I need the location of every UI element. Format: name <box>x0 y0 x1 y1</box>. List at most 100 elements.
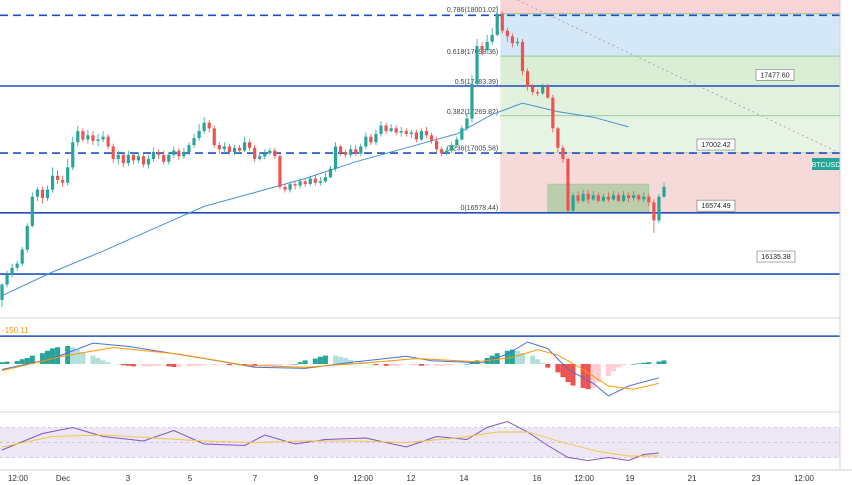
macd-histogram-bar <box>211 364 217 366</box>
macd-histogram-bar <box>146 364 152 367</box>
level-label-box <box>755 69 795 81</box>
macd-histogram-bar <box>363 362 369 364</box>
candle-body <box>10 267 14 275</box>
candle-body <box>146 159 151 165</box>
macd-histogram-bar <box>555 364 561 373</box>
candle-body <box>581 193 585 201</box>
candle-body <box>384 125 388 132</box>
macd-histogram-bar <box>580 364 586 388</box>
macd-histogram-bar <box>95 358 101 364</box>
candle-body <box>601 196 605 201</box>
macd-histogram-bar <box>130 364 136 367</box>
macd-histogram-bar <box>44 350 50 364</box>
x-tick-label: 14 <box>460 474 469 483</box>
macd-histogram-bar <box>317 356 323 364</box>
candle-body <box>308 178 312 185</box>
candle-body <box>349 149 353 155</box>
macd-histogram-bar <box>631 364 637 365</box>
candle-body <box>162 154 166 162</box>
fib-zone <box>500 86 840 116</box>
candle-body <box>561 147 565 159</box>
candle-body <box>520 41 525 72</box>
macd-histogram-bar <box>605 364 611 376</box>
candle-body <box>369 136 373 143</box>
candle-body <box>116 154 120 159</box>
level-label-box <box>756 250 796 263</box>
macd-histogram-bar <box>641 362 647 364</box>
candle-body <box>470 83 474 119</box>
macd-histogram-bar <box>140 364 146 367</box>
candle-body <box>141 156 146 165</box>
candle-body <box>328 168 333 178</box>
macd-histogram-bar <box>100 360 106 364</box>
candle-body <box>647 196 651 203</box>
candle-body <box>45 189 50 199</box>
macd-histogram-bar <box>570 364 576 386</box>
candle-body <box>536 92 540 94</box>
x-tick-label: 9 <box>314 474 319 483</box>
level-label-box <box>696 138 736 151</box>
fib-zone-top <box>500 0 840 14</box>
candle-body <box>283 186 287 190</box>
macd-histogram-bar <box>413 364 419 366</box>
candle-body <box>429 135 434 141</box>
candle-body <box>485 41 489 51</box>
macd-histogram-bar <box>80 352 86 364</box>
macd-histogram-bar <box>656 361 662 364</box>
fib-zone <box>500 13 840 57</box>
level-label: 17477.60 <box>760 72 789 79</box>
macd-histogram-bar <box>520 353 526 364</box>
macd-histogram-bar <box>322 355 328 364</box>
macd-histogram-bar <box>226 364 232 366</box>
macd-histogram-bar <box>312 358 318 364</box>
candle-body <box>525 71 530 87</box>
candle-body <box>242 142 247 151</box>
candle-body <box>414 132 418 140</box>
candle-body <box>71 142 75 168</box>
candle-body <box>66 167 70 183</box>
candle-body <box>359 146 363 154</box>
candle-body <box>273 150 277 157</box>
macd-histogram-bar <box>585 364 591 390</box>
macd-histogram-bar <box>302 360 308 364</box>
macd-histogram-bar <box>191 364 197 366</box>
x-tick-label: 12:00 <box>8 474 29 483</box>
macd-histogram-bar <box>90 355 96 364</box>
x-tick-label: 12:00 <box>574 474 595 483</box>
macd-histogram-bar <box>464 364 470 365</box>
candle-body <box>76 131 80 143</box>
candle-body <box>364 136 368 147</box>
candle-body <box>500 13 504 31</box>
candle-body <box>419 131 424 140</box>
level-label: 16135.38 <box>761 254 790 261</box>
candle-body <box>222 146 226 150</box>
candle-body <box>495 13 499 35</box>
macd-histogram-bar <box>535 359 541 364</box>
x-tick-label: 12 <box>407 474 416 483</box>
macd-histogram-bar <box>221 364 227 365</box>
candle-body <box>662 186 666 197</box>
candle-body <box>253 147 257 159</box>
macd-histogram-bar <box>494 353 500 364</box>
candle-body <box>323 177 328 182</box>
candle-body <box>546 86 550 98</box>
candle-body <box>202 122 206 132</box>
current-price-tag <box>812 158 840 170</box>
macd-histogram-bar <box>368 364 374 365</box>
macd-signal-line <box>1 346 660 390</box>
candle-body <box>571 195 575 211</box>
candle-body <box>566 159 570 211</box>
candle-body <box>278 156 282 187</box>
candle-body <box>616 195 621 201</box>
candle-body <box>606 196 611 200</box>
macd-histogram-bar <box>4 361 10 364</box>
macd-histogram-bar <box>565 364 571 382</box>
macd-histogram-bar <box>176 364 182 367</box>
macd-histogram-bar <box>70 347 76 364</box>
fib-label: 0.236(17005.58) <box>447 146 498 153</box>
candle-body <box>5 274 9 285</box>
candle-body <box>152 152 156 159</box>
macd-histogram-bar <box>277 364 283 366</box>
candle-body <box>106 136 110 147</box>
